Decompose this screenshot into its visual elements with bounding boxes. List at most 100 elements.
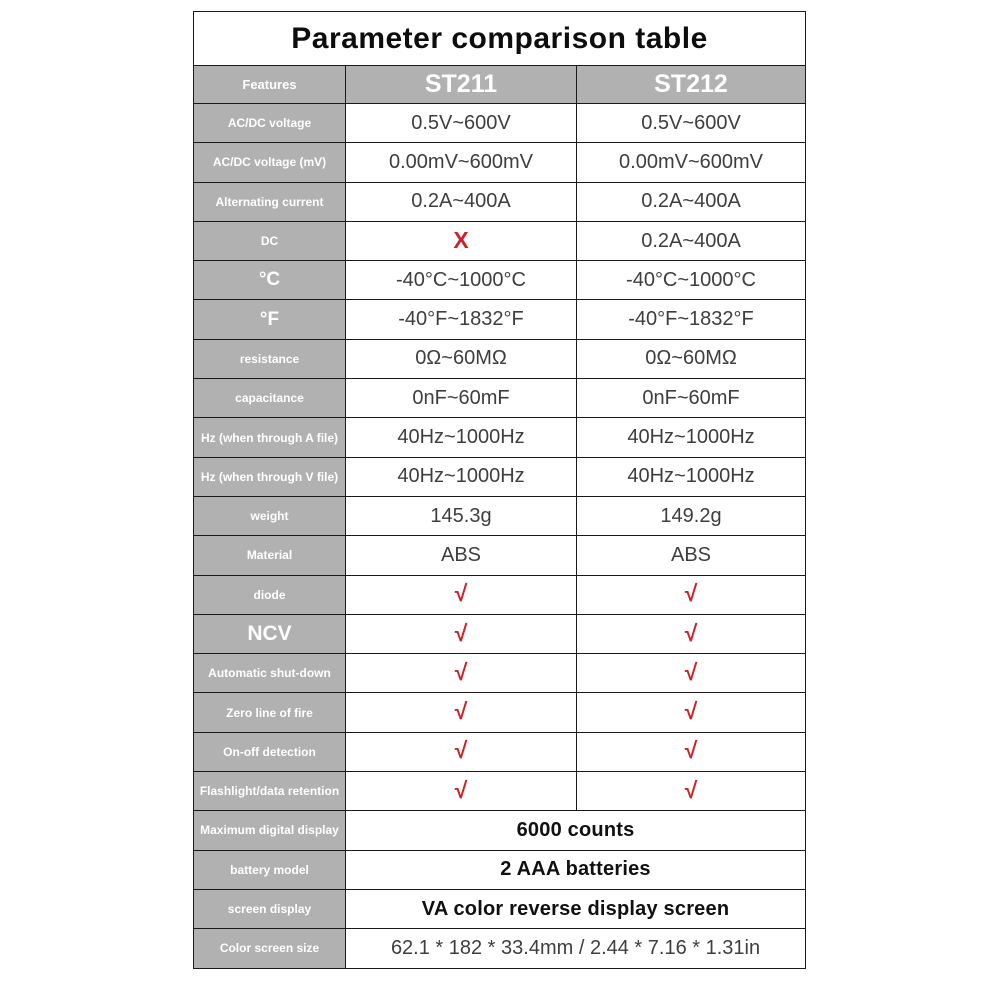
check-icon: √ [454,776,468,803]
table-row: AC/DC voltage (mV) 0.00mV~600mV 0.00mV~600… [193,142,807,183]
merged-value: 62.1 * 182 * 33.4mm / 2.44 * 7.16 * 1.31… [344,928,807,969]
row-label: weight [193,495,346,537]
st212-value: 0Ω~60MΩ [575,338,807,380]
row-label: Color screen size [193,928,346,969]
check-cell: √ [345,653,577,694]
st212-value: 0.2A~400A [575,220,807,262]
check-cell: √ [575,771,807,812]
row-label: Hz (when through V file) [193,456,346,497]
row-label: resistance [193,338,346,380]
check-cell: √ [575,653,807,694]
table-row: NCV √ √ [193,613,807,655]
st212-value: -40°F~1832°F [575,299,807,340]
row-label: On-off detection [193,731,346,773]
check-icon: √ [684,698,698,725]
check-cell: √ [575,613,807,655]
table-row: weight 145.3g 149.2g [193,495,807,537]
check-icon: √ [454,737,468,764]
st212-value: 40Hz~1000Hz [575,417,807,458]
st211-value: 0.00mV~600mV [345,142,577,183]
page-title: Parameter comparison table [192,11,807,66]
st212-value: 149.2g [575,495,807,537]
check-icon: √ [454,658,468,685]
st211-value: 0.5V~600V [345,102,577,144]
row-label: Automatic shut-down [193,653,346,694]
table-row: Automatic shut-down √ √ [193,653,807,694]
row-label: Material [193,535,346,576]
check-icon: √ [684,776,698,803]
row-label: Hz (when through A file) [193,417,346,458]
column-header-features: Features [193,65,346,104]
table-row: AC/DC voltage 0.5V~600V 0.5V~600V [193,102,807,144]
check-cell: √ [575,574,807,615]
row-label: battery model [193,849,346,890]
st212-value: ABS [575,535,807,576]
table-row: Alternating current 0.2A~400A 0.2A~400A [193,181,807,222]
row-label: DC [193,220,346,262]
row-label: screen display [193,888,346,930]
merged-value: 6000 counts [344,810,807,851]
check-icon: √ [684,580,698,607]
table-row: Material ABS ABS [193,535,807,576]
table-row: Hz (when through A file) 40Hz~1000Hz 40Hz~… [193,417,807,458]
row-label: Maximum digital display [193,810,346,851]
st212-value: -40°C~1000°C [575,260,807,301]
cross-cell: X [345,220,577,262]
row-label: capacitance [193,378,346,419]
table-row: Zero line of fire √ √ [193,692,807,733]
row-label: AC/DC voltage [193,102,346,144]
column-header-st212: ST212 [575,65,807,104]
comparison-table: Parameter comparison table Features ST21… [192,11,807,969]
check-icon: √ [454,619,468,646]
st211-value: 0Ω~60MΩ [345,338,577,380]
table-body: Parameter comparison table Features ST21… [192,11,807,969]
table-row: diode √ √ [193,574,807,615]
st211-value: -40°C~1000°C [345,260,577,301]
check-cell: √ [345,771,577,812]
st212-value: 40Hz~1000Hz [575,456,807,497]
table-row: On-off detection √ √ [193,731,807,773]
comparison-table-container: Parameter comparison table Features ST21… [192,11,807,969]
check-cell: √ [345,613,577,655]
st211-value: 0.2A~400A [345,181,577,222]
st212-value: 0.00mV~600mV [575,142,807,183]
table-row: battery model 2 AAA batteries [193,849,807,890]
st211-value: 40Hz~1000Hz [345,456,577,497]
row-label: NCV [193,613,346,655]
check-icon: √ [684,658,698,685]
table-row: °C -40°C~1000°C -40°C~1000°C [193,260,807,301]
row-label: diode [193,574,346,615]
row-label: Zero line of fire [193,692,346,733]
st211-value: ABS [345,535,577,576]
title-row: Parameter comparison table [192,11,807,66]
st211-value: -40°F~1832°F [345,299,577,340]
table-row: Hz (when through V file) 40Hz~1000Hz 40Hz~… [193,456,807,497]
st211-value: 0nF~60mF [345,378,577,419]
table-row: screen display VA color reverse display s… [193,888,807,930]
check-icon: √ [684,737,698,764]
row-label: Flashlight/data retention [193,771,346,812]
check-cell: √ [345,692,577,733]
check-cell: √ [345,731,577,773]
table-row: resistance 0Ω~60MΩ 0Ω~60MΩ [193,338,807,380]
column-header-st211: ST211 [345,65,577,104]
st211-value: 40Hz~1000Hz [345,417,577,458]
row-label: Alternating current [193,181,346,222]
table-row: °F -40°F~1832°F -40°F~1832°F [193,299,807,340]
table-row: DC X 0.2A~400A [193,220,807,262]
check-cell: √ [575,692,807,733]
st212-value: 0.5V~600V [575,102,807,144]
table-row: Flashlight/data retention √ √ [193,771,807,812]
check-cell: √ [345,574,577,615]
row-label: AC/DC voltage (mV) [193,142,346,183]
check-icon: √ [684,619,698,646]
check-cell: √ [575,731,807,773]
check-icon: √ [454,698,468,725]
header-row: Features ST211 ST212 [193,65,807,104]
st212-value: 0.2A~400A [575,181,807,222]
merged-value: VA color reverse display screen [344,888,807,930]
row-label: °C [193,260,346,301]
row-label: °F [193,299,346,340]
cross-icon: X [453,226,469,253]
